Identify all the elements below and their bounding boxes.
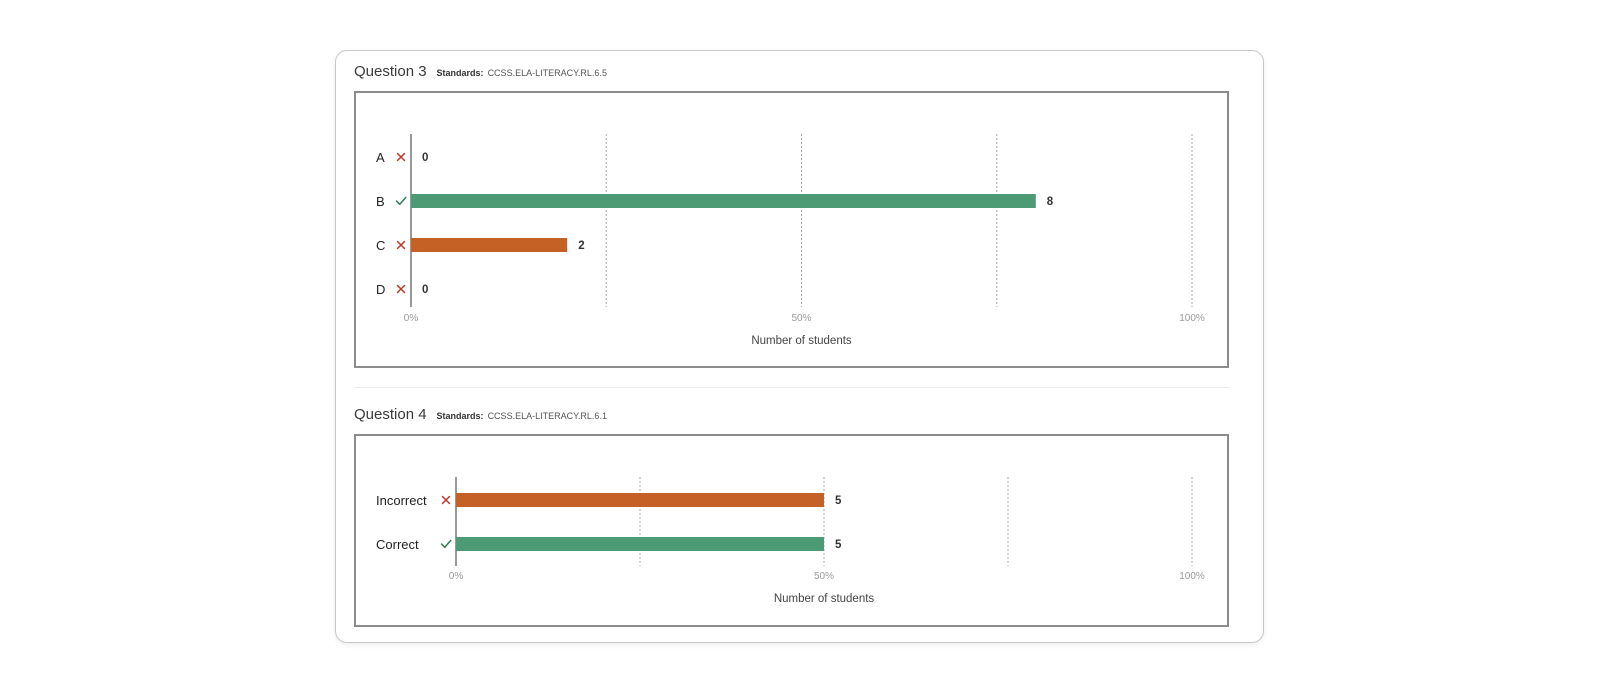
q4-value-label: 5 [835,495,842,507]
q3-tick-label: 100% [1179,313,1205,324]
q4-tick-label: 100% [1179,571,1205,582]
q3-category-label: C [376,238,385,253]
q3-bar [411,194,1036,208]
q4-tick-label: 50% [814,571,834,582]
q3-axis-title: Number of students [751,335,852,347]
q3-bar [411,238,568,252]
q3-tick-label: 0% [404,313,419,324]
question-4-chart: Incorrect 5 Correct 5 0% 50% 100% Number of stu… [354,434,1229,627]
question-divider [354,387,1229,388]
question-results-card: Question 3 Standards: CCSS.ELA-LITERACY.… [335,50,1264,643]
q4-category-label: Incorrect [376,493,427,508]
q3-category-label: D [376,282,385,297]
q3-checkmark-icon [395,196,407,206]
question-3-header: Question 3 Standards: CCSS.ELA-LITERACY.… [354,63,607,80]
question-3-standards-label: Standards: [436,68,484,78]
question-4-standards-value: CCSS.ELA-LITERACY.RL.6.1 [487,411,607,421]
q4-value-label: 5 [835,539,842,551]
question-3-standards-value: CCSS.ELA-LITERACY.RL.6.5 [487,68,607,78]
q3-value-label: 0 [422,284,428,296]
q3-x-mark-icon [396,240,406,250]
question-3-title: Question 3 [354,63,427,80]
q3-x-mark-icon [396,284,406,294]
q4-tick-label: 0% [449,571,464,582]
q3-category-label: A [376,150,385,165]
q4-x-mark-icon [441,495,451,505]
question-3-chart: A 0 B 8 C 2 D 0 0% 50% 100% Number of students [354,91,1229,368]
q4-checkmark-icon [440,539,452,549]
q4-bar [456,493,824,507]
q3-value-label: 8 [1047,196,1054,208]
q3-x-mark-icon [396,152,406,162]
q3-category-label: B [376,194,385,209]
q3-value-label: 0 [422,152,428,164]
question-4-title: Question 4 [354,406,427,423]
question-4-standards-label: Standards: [436,411,484,421]
q3-value-label: 2 [578,240,584,252]
q4-bar [456,537,824,551]
q4-category-label: Correct [376,537,419,552]
q3-tick-label: 50% [791,313,811,324]
question-4-header: Question 4 Standards: CCSS.ELA-LITERACY.… [354,406,607,423]
question-3-chart-svg: A 0 B 8 C 2 D 0 0% 50% 100% Number of students [376,134,1205,347]
q4-axis-title: Number of students [774,593,875,605]
